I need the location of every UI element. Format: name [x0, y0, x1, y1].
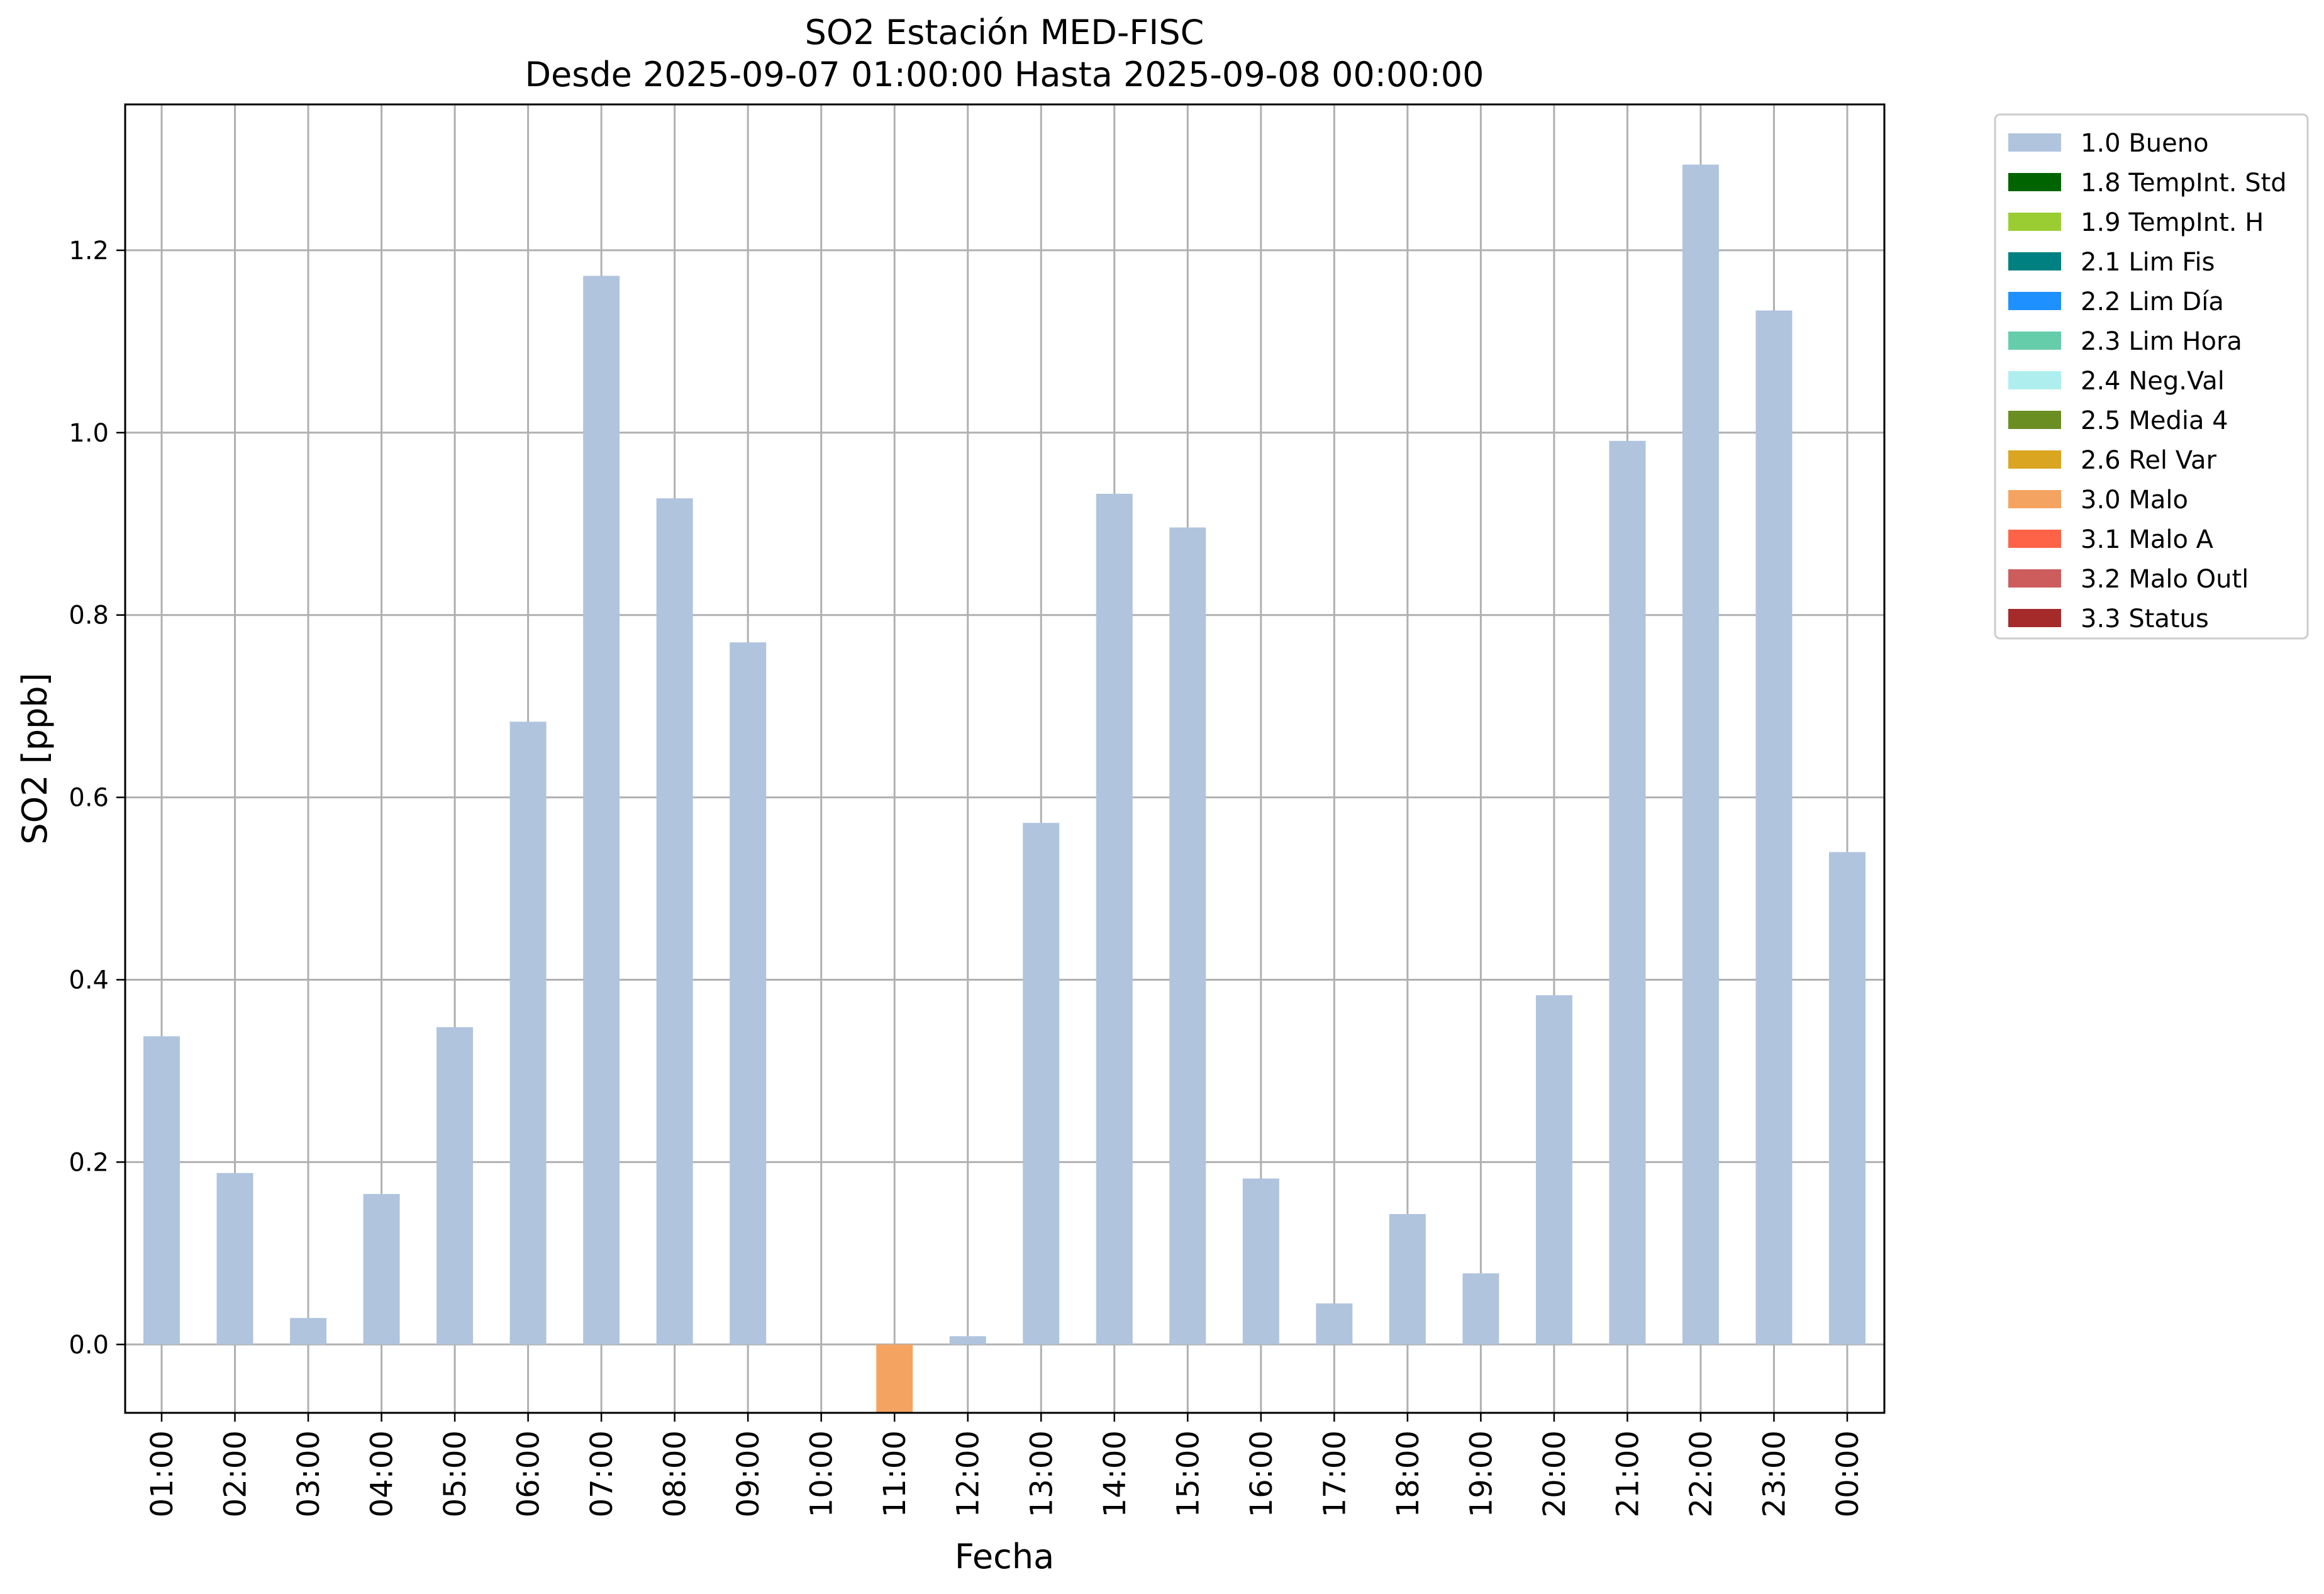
x-tick-label: 13:00 [1024, 1430, 1059, 1517]
x-tick-label: 22:00 [1684, 1430, 1719, 1517]
legend-label: 2.4 Neg.Val [2081, 367, 2225, 396]
legend-swatch [2008, 173, 2061, 191]
legend-swatch [2008, 332, 2061, 350]
legend: 1.0 Bueno 1.8 TempInt. Std 1.9 TempInt. H 2… [1994, 113, 2309, 640]
x-tick-label: 11:00 [877, 1430, 913, 1517]
x-tick-label: 20:00 [1537, 1430, 1572, 1517]
x-tick-label: 09:00 [731, 1430, 766, 1517]
y-axis-label: SO2 [ppb] [15, 672, 55, 844]
x-tick-label: 15:00 [1170, 1430, 1206, 1517]
x-tick-label: 21:00 [1610, 1430, 1645, 1517]
bar-0100 [143, 1036, 180, 1345]
bar-0600 [509, 722, 547, 1345]
bar-2100 [1609, 440, 1646, 1345]
y-tick-label: 0.0 [69, 1330, 109, 1359]
x-axis-ticks: 01:00 02:00 03:00 04:00 05:00 06:00 07:00 08:00… [145, 1413, 1865, 1517]
x-tick-label: 18:00 [1391, 1430, 1426, 1517]
bar-1100 [876, 1344, 913, 1413]
legend-swatch [2008, 530, 2061, 548]
legend-swatch [2008, 450, 2061, 469]
bar-0800 [656, 498, 693, 1345]
x-tick-label: 00:00 [1830, 1430, 1865, 1517]
x-tick-label: 08:00 [658, 1430, 693, 1517]
legend-label: 2.3 Lim Hora [2081, 327, 2242, 356]
y-tick-label: 0.8 [69, 601, 109, 630]
bars [143, 164, 1865, 1413]
chart-subtitle: Desde 2025-09-07 01:00:00 Hasta 2025-09-… [525, 55, 1484, 94]
y-tick-label: 0.4 [69, 966, 109, 995]
bar-0500 [436, 1027, 474, 1345]
legend-swatch [2008, 609, 2061, 627]
legend-swatch [2008, 411, 2061, 429]
plot-frame [124, 103, 1886, 1414]
bar-0900 [730, 642, 767, 1345]
x-tick-label: 04:00 [365, 1430, 400, 1517]
legend-entries: 1.0 Bueno 1.8 TempInt. Std 1.9 TempInt. H 2… [2008, 129, 2287, 633]
legend-swatch [2008, 490, 2061, 508]
chart-title: SO2 Estación MED-FISC [805, 13, 1204, 52]
legend-swatch [2008, 252, 2061, 270]
y-tick-label: 0.2 [69, 1148, 109, 1177]
bar-0700 [583, 276, 620, 1345]
x-tick-label: 19:00 [1464, 1430, 1499, 1517]
x-tick-label: 05:00 [438, 1430, 473, 1517]
y-tick-label: 0.6 [69, 784, 109, 813]
x-tick-label: 12:00 [951, 1430, 986, 1517]
bar-2200 [1682, 164, 1719, 1345]
x-tick-label: 06:00 [511, 1430, 547, 1517]
legend-box [1994, 113, 2309, 640]
bar-0200 [216, 1173, 253, 1345]
bar-1400 [1096, 493, 1133, 1345]
legend-label: 1.8 TempInt. Std [2081, 169, 2287, 198]
legend-label: 3.1 Malo A [2081, 525, 2214, 554]
legend-label: 1.0 Bueno [2081, 129, 2209, 158]
y-axis-ticks: 0.0 0.2 0.4 0.6 0.8 1.0 1.2 [69, 237, 125, 1359]
x-tick-label: 23:00 [1757, 1430, 1792, 1517]
y-tick-label: 1.2 [69, 237, 109, 265]
bar-0300 [290, 1318, 327, 1345]
bar-1500 [1169, 527, 1206, 1345]
legend-swatch [2008, 133, 2061, 152]
legend-label: 3.3 Status [2081, 605, 2209, 633]
legend-swatch [2008, 213, 2061, 231]
x-tick-label: 10:00 [804, 1430, 840, 1517]
legend-label: 2.5 Media 4 [2081, 406, 2228, 435]
legend-swatch [2008, 371, 2061, 389]
bar-1700 [1316, 1303, 1353, 1345]
legend-label: 2.2 Lim Día [2081, 287, 2224, 316]
legend-label: 2.6 Rel Var [2081, 446, 2217, 475]
legend-label: 2.1 Lim Fis [2081, 248, 2215, 277]
bar-1600 [1242, 1178, 1279, 1345]
x-tick-label: 07:00 [584, 1430, 620, 1517]
legend-label: 3.0 Malo [2081, 486, 2188, 515]
legend-swatch [2008, 292, 2061, 310]
legend-label: 1.9 TempInt. H [2081, 208, 2264, 237]
x-tick-label: 02:00 [218, 1430, 253, 1517]
bar-2300 [1755, 310, 1793, 1345]
bar-2000 [1535, 995, 1572, 1345]
x-tick-label: 17:00 [1317, 1430, 1352, 1517]
bar-0400 [363, 1194, 400, 1345]
y-tick-label: 1.0 [69, 419, 109, 448]
bar-1800 [1389, 1214, 1426, 1345]
legend-swatch [2008, 569, 2061, 588]
x-tick-label: 16:00 [1244, 1430, 1279, 1517]
bar-1900 [1462, 1273, 1499, 1345]
x-tick-label: 01:00 [145, 1430, 180, 1517]
x-tick-label: 03:00 [291, 1430, 326, 1517]
bar-0000 [1829, 852, 1865, 1345]
x-tick-label: 14:00 [1098, 1430, 1133, 1517]
bar-1300 [1023, 823, 1060, 1345]
x-axis-label: Fecha [955, 1537, 1054, 1576]
bar-1200 [949, 1336, 986, 1345]
legend-label: 3.2 Malo Outl [2081, 565, 2249, 594]
